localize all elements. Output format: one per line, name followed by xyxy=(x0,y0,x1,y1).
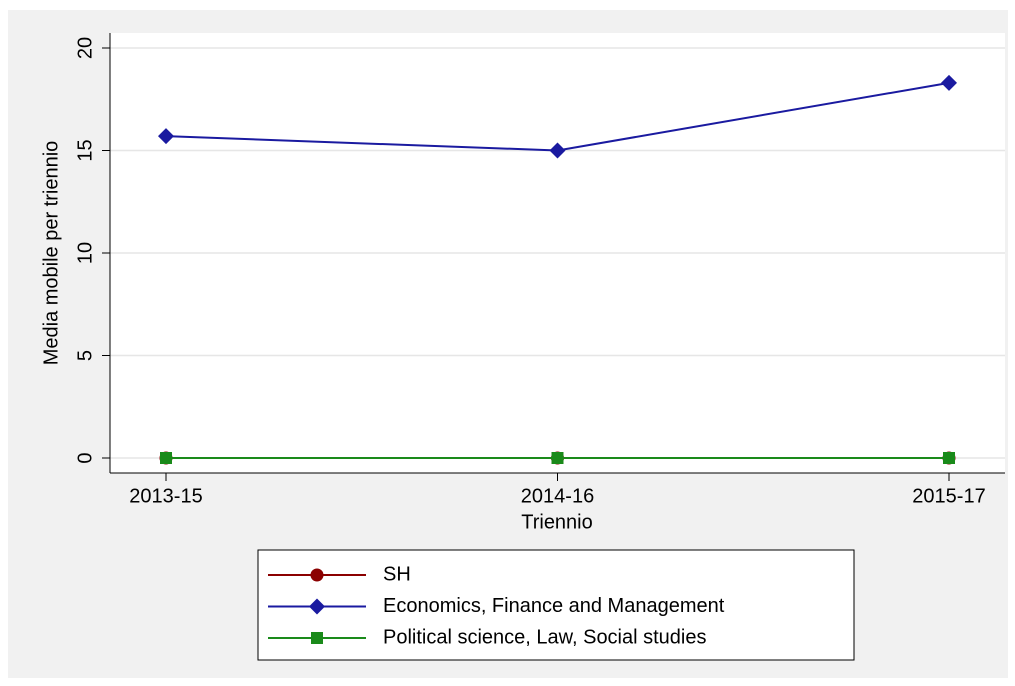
y-tick-label: 20 xyxy=(74,37,96,59)
marker xyxy=(309,598,325,615)
y-tick-label: 0 xyxy=(74,452,96,463)
legend-label: SH xyxy=(383,563,411,585)
marker xyxy=(943,452,955,464)
marker xyxy=(310,568,324,582)
marker xyxy=(551,452,564,464)
x-tick-label: 2013-15 xyxy=(129,485,202,507)
legend-label: Political science, Law, Social studies xyxy=(383,626,707,648)
marker xyxy=(158,128,174,145)
marker xyxy=(160,452,172,464)
x-axis-label: Triennio xyxy=(521,511,593,533)
y-axis-label: Media mobile per triennio xyxy=(40,141,62,366)
marker xyxy=(549,142,566,159)
legend-label: Economics, Finance and Management xyxy=(383,595,725,617)
x-tick-label: 2015-17 xyxy=(912,485,985,507)
y-tick-label: 10 xyxy=(74,242,96,264)
x-tick-label: 2014-16 xyxy=(521,485,594,507)
legend-box xyxy=(257,549,855,661)
y-tick-label: 5 xyxy=(74,350,96,361)
y-tick-label: 15 xyxy=(74,139,96,161)
marker xyxy=(311,632,323,644)
marker xyxy=(941,74,957,91)
